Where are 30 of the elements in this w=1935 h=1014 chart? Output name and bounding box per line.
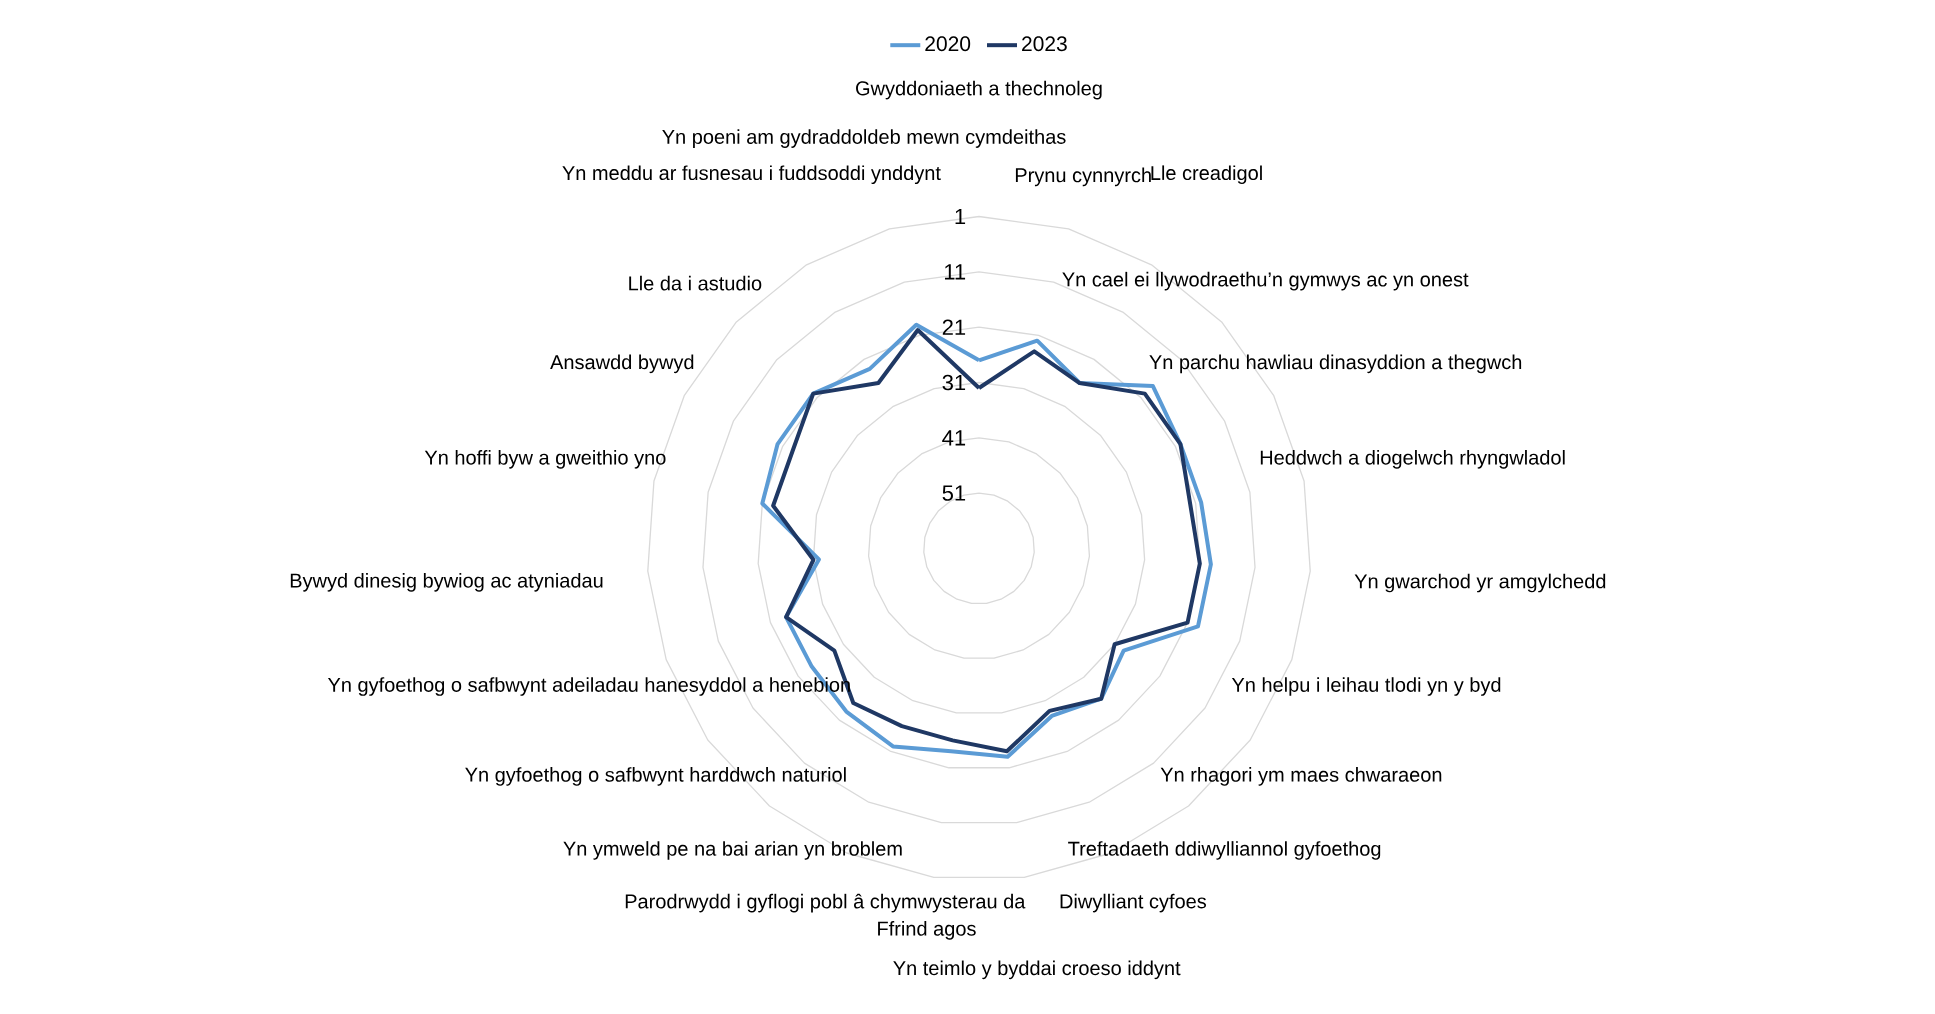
spoke-label: Lle creadigol: [1151, 165, 1262, 185]
y-tick-label: 51: [942, 485, 966, 501]
y-tick-label: 41: [942, 430, 966, 446]
spoke-label: Yn teimlo y byddai croeso iddynt: [893, 960, 1181, 980]
spoke-label: Bywyd dinesig bywiog ac atyniadau: [290, 573, 603, 592]
y-tick-label: 11: [944, 264, 966, 280]
spoke-label: Yn parchu hawliau dinasyddion a thegwch: [1149, 354, 1522, 374]
spoke-label: Yn hoffi byw a gweithio yno: [424, 449, 666, 469]
legend-label: 2020: [925, 36, 971, 52]
spoke-label: Yn cael ei llywodraethu’n gymwys ac yn onest: [1062, 271, 1469, 291]
y-tick-label: 1: [955, 208, 966, 225]
legend-label: 2023: [1022, 36, 1067, 52]
spoke-label: Treftadaeth ddiwylliannol gyfoethog: [1068, 841, 1381, 860]
spoke-label: Ffrind agos: [878, 921, 976, 940]
y-tick-label: 21: [942, 319, 966, 335]
spoke-label: Ansawdd bywyd: [550, 354, 694, 374]
spoke-label: Lle da i astudio: [629, 275, 762, 291]
spoke-label: Diwylliant cyfoes: [1060, 893, 1207, 913]
spoke-label: Yn rhagori ym maes chwaraeon: [1160, 767, 1442, 786]
spoke-label: Parodrwydd i gyflogi pobl â chymwysterau da: [625, 893, 1026, 913]
spoke-label: Yn poeni am gydraddoldeb mewn cymdeithas: [662, 129, 1066, 148]
spoke-label: Yn gwarchod yr amgylchedd: [1354, 573, 1606, 593]
spoke-label: Yn meddu ar fusnesau i fuddsoddi ynddynt: [562, 165, 941, 185]
spoke-label: Heddwch a diogelwch rhyngwladol: [1260, 449, 1565, 469]
spoke-label: Yn ymweld pe na bai arian yn broblem: [563, 841, 902, 860]
y-tick-label: 31: [942, 374, 966, 391]
spoke-label: Prynu cynnyrch: [1015, 167, 1151, 187]
spoke-label: Gwyddoniaeth a thechnoleg: [856, 80, 1102, 100]
spoke-label: Yn helpu i leihau tlodi yn y byd: [1231, 677, 1501, 696]
spoke-label: Yn gyfoethog o safbwynt harddwch naturiol: [465, 767, 846, 786]
